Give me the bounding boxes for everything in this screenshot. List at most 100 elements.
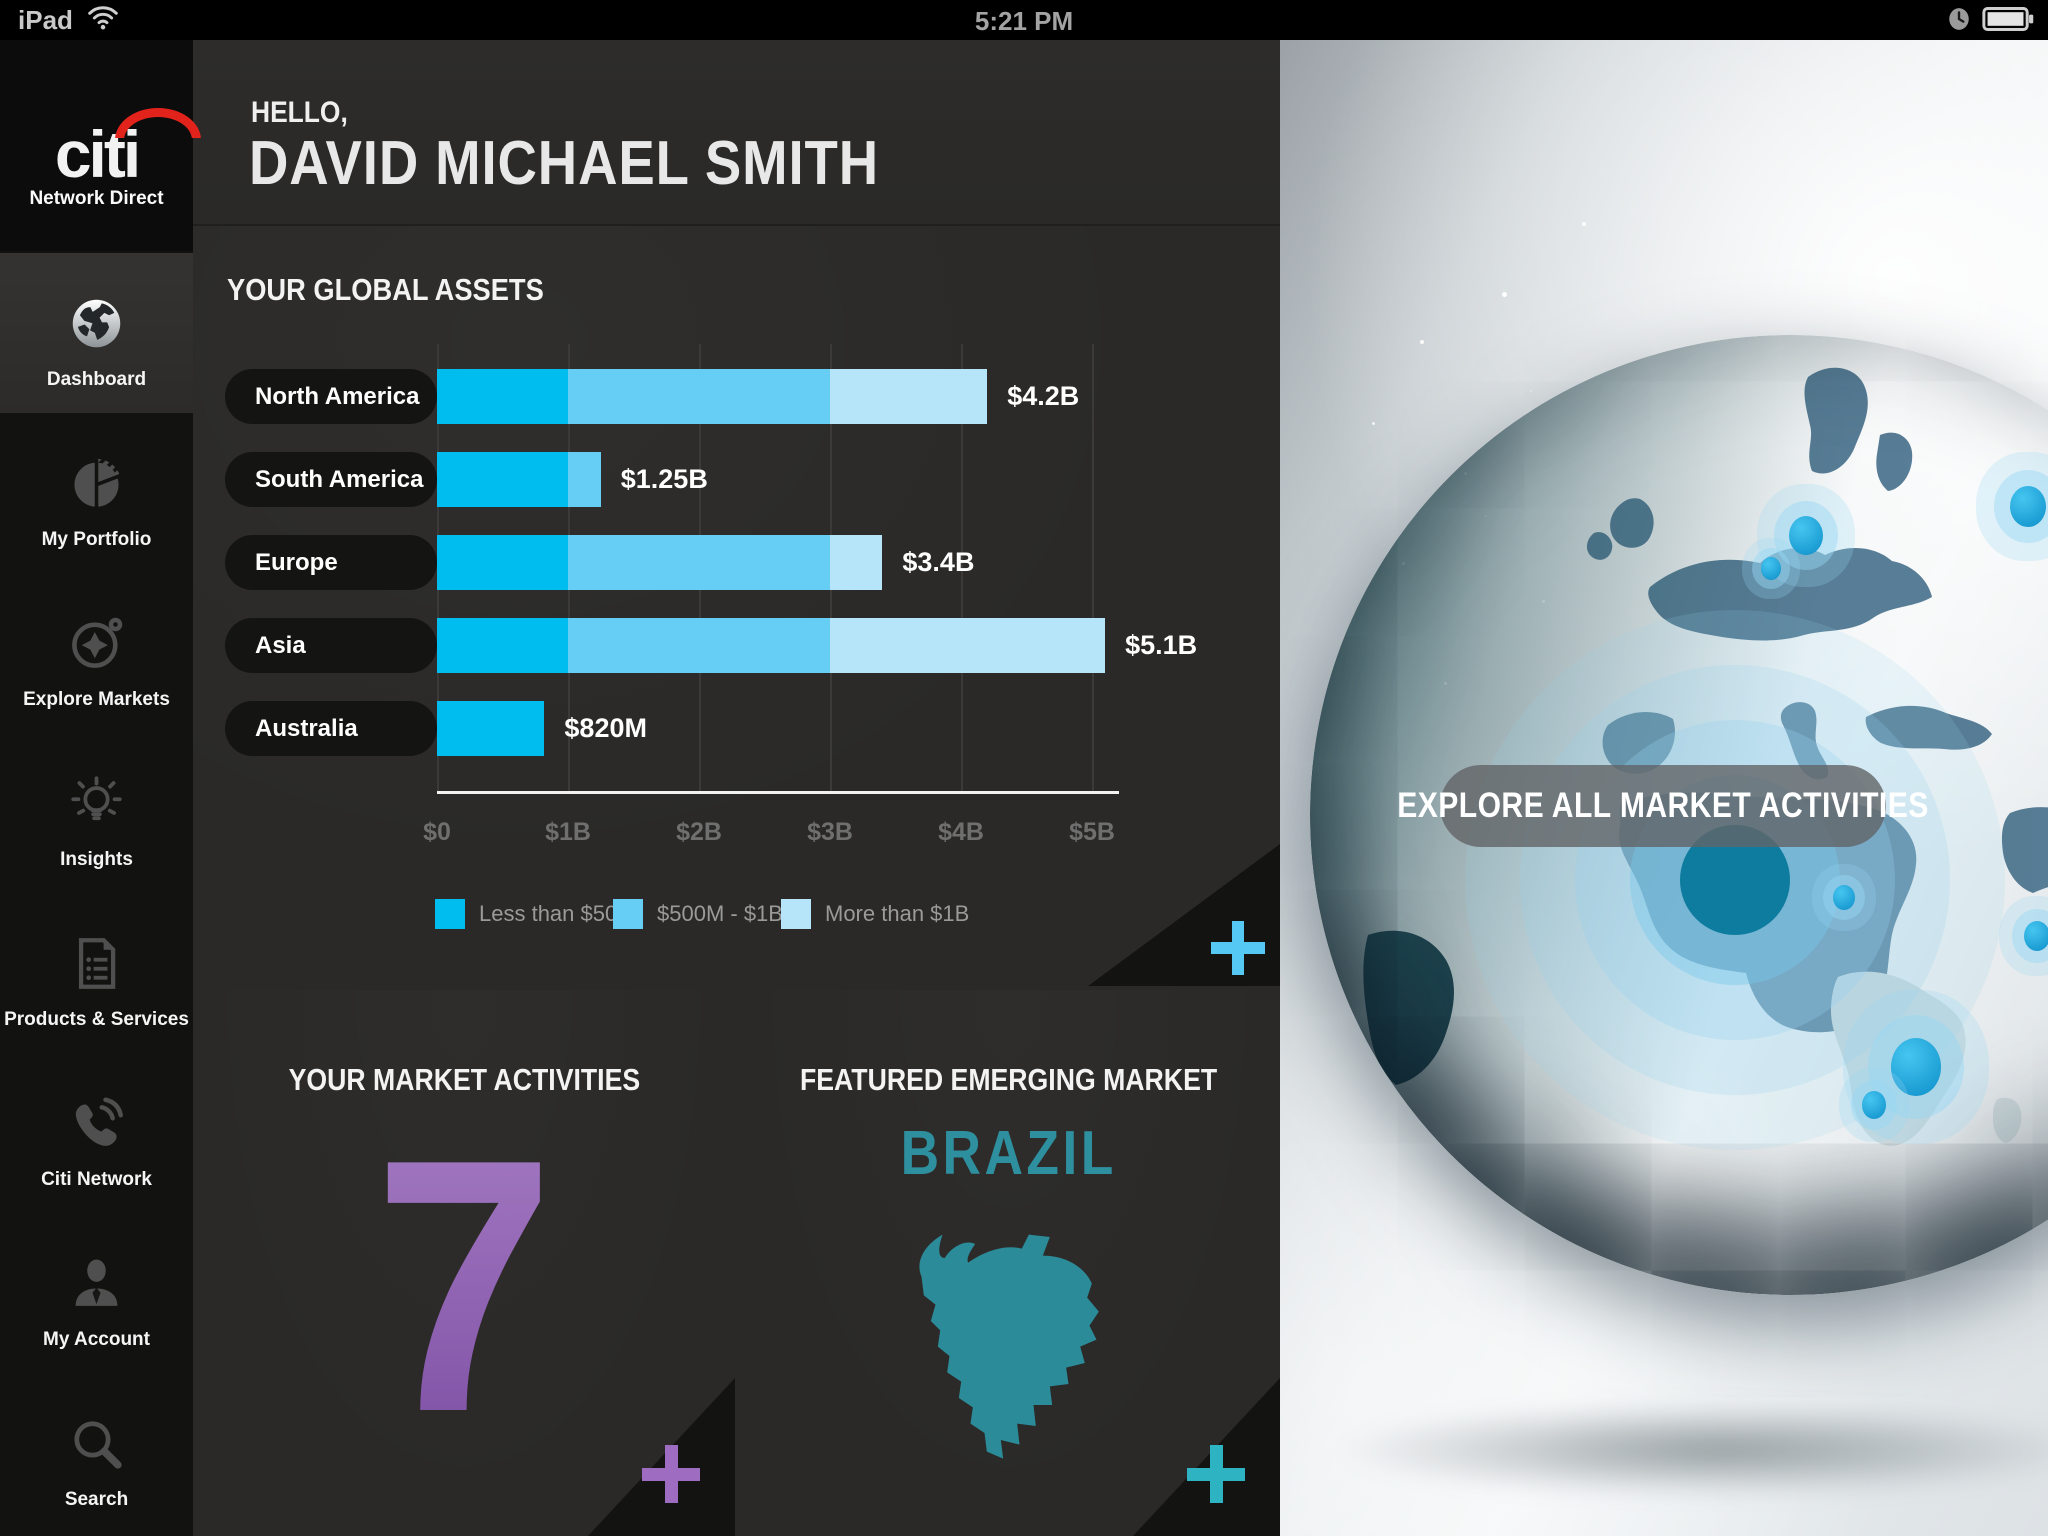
sidebar-item-insights[interactable]: Insights bbox=[0, 733, 193, 893]
legend-swatch bbox=[435, 899, 465, 929]
chart-row-australia: Australia $820M bbox=[193, 701, 1280, 756]
featured-market-title: FEATURED EMERGING MARKET bbox=[800, 1062, 1218, 1097]
activity-dot bbox=[1891, 1038, 1941, 1096]
bar-value-label: $3.4B bbox=[902, 547, 975, 577]
bar-asia bbox=[437, 618, 1106, 673]
add-featured-market-button[interactable] bbox=[1187, 1445, 1245, 1503]
sidebar-item-explore-markets[interactable]: Explore Markets bbox=[0, 573, 193, 733]
sidebar-item-label: Insights bbox=[60, 849, 133, 870]
status-time: 5:21 PM bbox=[974, 6, 1074, 36]
activity-dot bbox=[2010, 486, 2046, 528]
market-activities-title: YOUR MARKET ACTIVITIES bbox=[288, 1062, 640, 1097]
add-assets-button[interactable] bbox=[1211, 921, 1265, 975]
chart-row-asia: Asia $5.1B bbox=[193, 618, 1280, 673]
legend-label: More than $1B bbox=[825, 901, 970, 926]
featured-market-panel: FEATURED EMERGING MARKET BRAZIL bbox=[738, 990, 1280, 1536]
chart-category-pill: Australia bbox=[225, 701, 437, 756]
bar-north-america bbox=[437, 369, 988, 424]
chart-category-pill: South America bbox=[225, 452, 437, 507]
legend-label: Less than $500 bbox=[479, 901, 630, 926]
activity-dot bbox=[1833, 885, 1855, 911]
x-axis-line bbox=[437, 791, 1119, 794]
document-icon bbox=[68, 935, 125, 992]
status-bar: iPad 5:21 PM bbox=[0, 0, 2048, 40]
sidebar-item-label: Explore Markets bbox=[23, 689, 170, 710]
activity-dot bbox=[1789, 516, 1823, 556]
bar-value-label: $820M bbox=[564, 713, 647, 743]
bar-segment-500m-1b bbox=[568, 452, 601, 507]
globe-icon bbox=[68, 295, 125, 352]
axis-tick-label: $0 bbox=[423, 818, 451, 846]
legend-swatch bbox=[781, 899, 811, 929]
featured-market-name: BRAZIL bbox=[900, 1119, 1118, 1188]
sidebar-item-search[interactable]: Search bbox=[0, 1373, 193, 1533]
axis-tick-label: $1B bbox=[545, 818, 591, 846]
citi-arc-icon bbox=[113, 108, 205, 138]
legend-item: $500M - $1B bbox=[613, 898, 783, 930]
sidebar-item-label: My Account bbox=[43, 1329, 150, 1350]
chart-row-north-america: North America $4.2B bbox=[193, 369, 1280, 424]
explore-button-label: EXPLORE ALL MARKET ACTIVITIES bbox=[1397, 786, 1929, 825]
user-name: DAVID MICHAEL SMITH bbox=[249, 129, 880, 198]
activity-dot bbox=[1862, 1091, 1886, 1119]
bar-segment-less-than-500 bbox=[437, 535, 568, 590]
bar-value-label: $1.25B bbox=[620, 464, 708, 494]
legend-item: More than $1B bbox=[781, 898, 969, 930]
activity-dot bbox=[1761, 557, 1781, 580]
bar-segment-more-than-1b bbox=[830, 369, 988, 424]
main-content: HELLO, DAVID MICHAEL SMITH YOUR GLOBAL A… bbox=[193, 40, 1280, 1536]
chart-title: YOUR GLOBAL ASSETS bbox=[227, 272, 544, 307]
device-label: iPad bbox=[18, 5, 73, 35]
legend-item: Less than $500 bbox=[435, 898, 629, 930]
sidebar-item-citi-network[interactable]: Citi Network bbox=[0, 1053, 193, 1213]
bar-segment-500m-1b bbox=[568, 369, 830, 424]
bar-segment-500m-1b bbox=[568, 618, 830, 673]
sidebar-item-label: Products & Services bbox=[4, 1009, 189, 1030]
sidebar-item-label: Search bbox=[64, 1489, 129, 1510]
sidebar-item-label: My Portfolio bbox=[41, 529, 152, 550]
bar-australia bbox=[437, 701, 545, 756]
sidebar-item-label: Citi Network bbox=[41, 1169, 152, 1190]
bar-segment-less-than-500 bbox=[437, 618, 568, 673]
globe-ground-shadow bbox=[1280, 1385, 2048, 1515]
bar-south-america bbox=[437, 452, 601, 507]
market-activities-panel: YOUR MARKET ACTIVITIES 7 bbox=[193, 990, 735, 1536]
bar-segment-500m-1b bbox=[568, 535, 830, 590]
bar-segment-less-than-500 bbox=[437, 452, 568, 507]
axis-tick-label: $5B bbox=[1069, 818, 1115, 846]
explore-all-market-activities-button[interactable]: EXPLORE ALL MARKET ACTIVITIES bbox=[1397, 765, 1928, 847]
sidebar-item-products-services[interactable]: Products & Services bbox=[0, 893, 193, 1053]
legend-swatch bbox=[613, 899, 643, 929]
global-assets-panel: YOUR GLOBAL ASSETS $0 $1B $2B $3B $4B $5B Nor… bbox=[193, 224, 1280, 986]
axis-tick-label: $3B bbox=[807, 818, 853, 846]
chart-category-pill: North America bbox=[225, 369, 437, 424]
bar-segment-more-than-1b bbox=[830, 535, 883, 590]
chart-row-south-america: South America $1.25B bbox=[193, 452, 1280, 507]
add-market-activity-button[interactable] bbox=[642, 1445, 700, 1503]
gridline bbox=[961, 344, 963, 793]
market-activities-count: 7 bbox=[220, 1086, 708, 1486]
bar-europe bbox=[437, 535, 883, 590]
sidebar-item-my-portfolio[interactable]: My Portfolio bbox=[0, 413, 193, 573]
axis-tick-label: $4B bbox=[938, 818, 984, 846]
brand-logo: citi Network Direct bbox=[0, 40, 201, 251]
star bbox=[1530, 390, 1532, 392]
lightbulb-icon bbox=[68, 775, 125, 832]
world-map-panel: EXPLORE ALL MARKET ACTIVITIES bbox=[1280, 40, 2048, 1536]
bar-segment-less-than-500 bbox=[437, 701, 545, 756]
sidebar-item-my-account[interactable]: My Account bbox=[0, 1213, 193, 1373]
sidebar: citi Network Direct Dashboard My Portfoli… bbox=[0, 40, 201, 1536]
bar-segment-more-than-1b bbox=[830, 618, 1106, 673]
legend-label: $500M - $1B bbox=[657, 901, 783, 926]
star bbox=[1372, 422, 1375, 425]
sidebar-item-dashboard[interactable]: Dashboard bbox=[0, 253, 193, 413]
pie-chart-icon bbox=[68, 455, 125, 512]
bar-value-label: $5.1B bbox=[1125, 630, 1198, 660]
alarm-clock-icon bbox=[1946, 6, 1972, 37]
star bbox=[1582, 222, 1586, 226]
chart-row-europe: Europe $3.4B bbox=[193, 535, 1280, 590]
activity-dot bbox=[2024, 921, 2048, 951]
bar-value-label: $4.2B bbox=[1007, 381, 1080, 411]
compass-icon bbox=[68, 615, 125, 672]
